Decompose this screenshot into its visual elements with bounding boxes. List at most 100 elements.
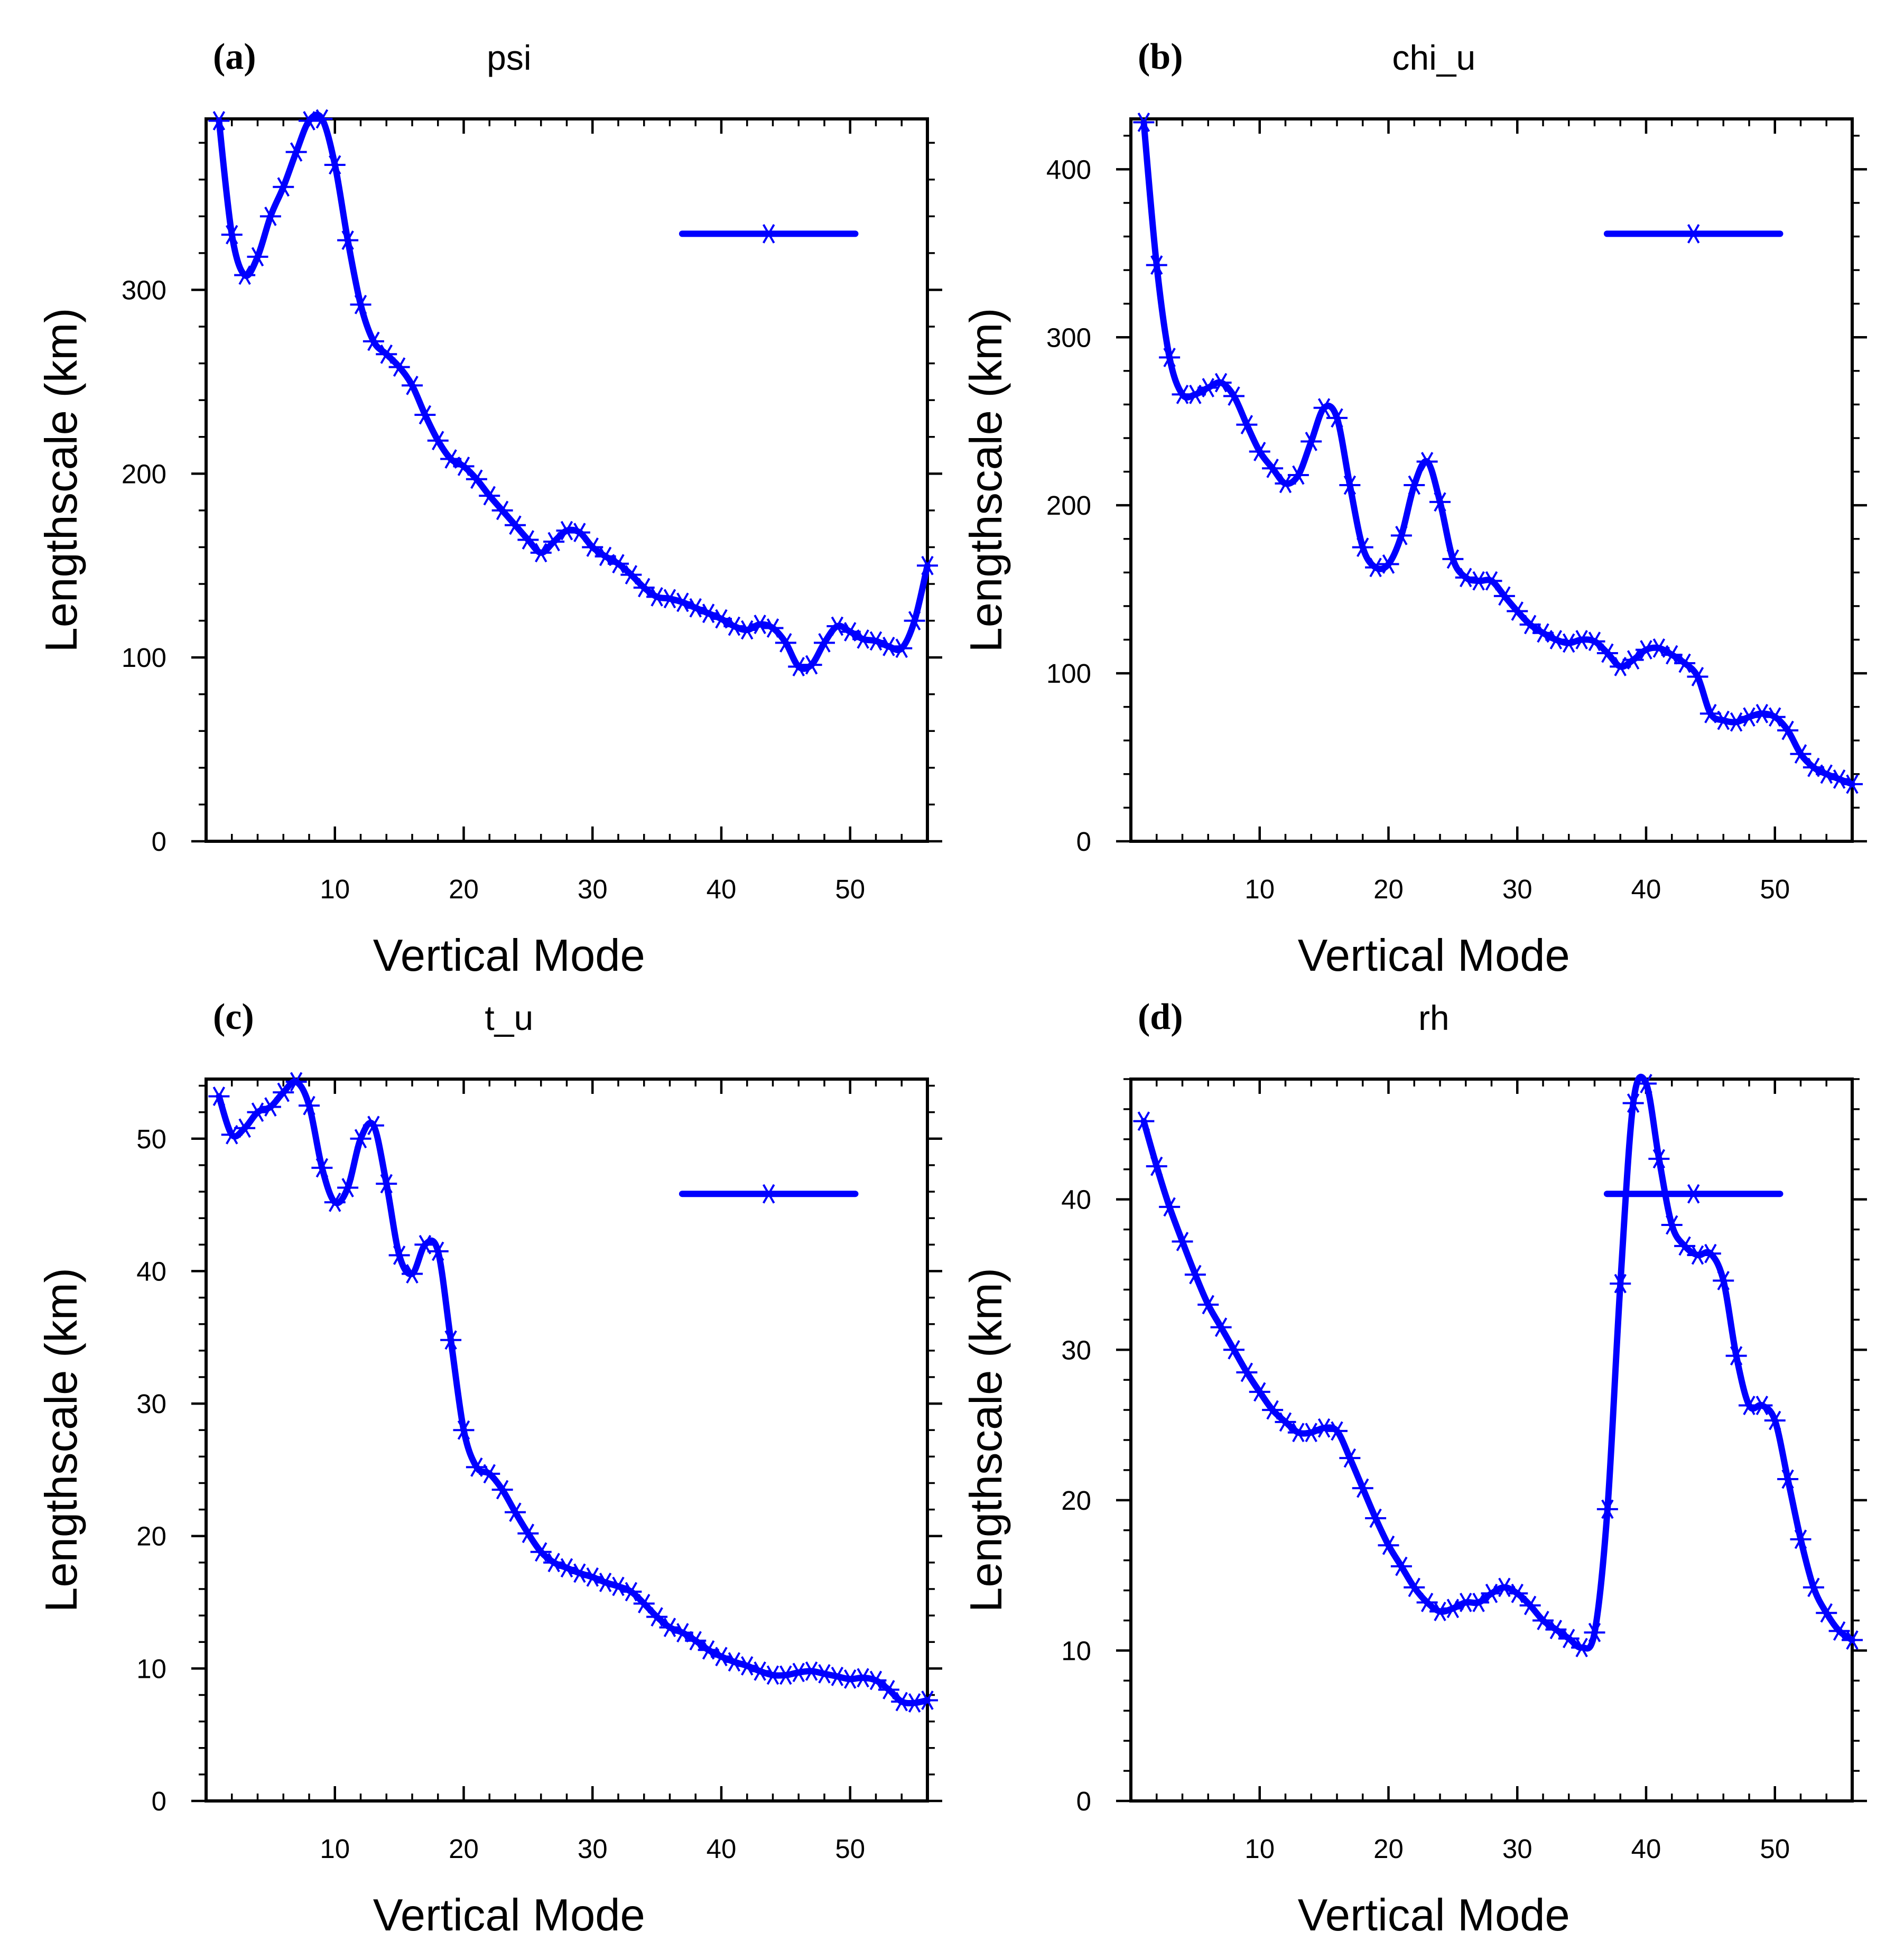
data-point [1636,1074,1657,1093]
y-tick-label: 10 [136,1654,166,1684]
x-tick-label: 30 [1502,874,1532,904]
data-point [491,500,513,521]
data-point [1777,1469,1799,1489]
data-point [852,1668,874,1688]
data-point [1352,537,1373,558]
plot-frame [1129,117,1854,843]
x-axis-title: Vertical Mode [1298,931,1570,981]
data-point [311,1158,333,1178]
data-point [594,1573,616,1592]
plot-frame [205,117,929,843]
y-tick-label: 300 [1046,322,1091,352]
data-point [1404,475,1425,495]
data-point [582,537,603,557]
data-point [839,1669,861,1689]
data-point [891,638,913,658]
data-point [1429,1602,1451,1621]
data-point [826,1667,848,1686]
data-point [1326,408,1348,428]
data-point [1764,707,1786,727]
y-tick-label: 400 [1046,154,1091,184]
data-point [865,1670,887,1690]
data-point [1842,1630,1863,1650]
data-point [1159,348,1181,367]
data-point [376,344,397,364]
data-point [1725,712,1747,732]
data-point [402,375,423,395]
data-point [1622,650,1644,670]
y-tick-label: 20 [136,1521,166,1552]
data-point [801,655,822,675]
data-point [376,1174,397,1194]
data-point [1236,415,1258,434]
data-point [1390,1556,1412,1576]
data-point [1596,1499,1618,1519]
data-point [1764,1410,1786,1430]
data-point [904,1693,925,1713]
legend-marker [1683,1184,1704,1204]
y-tick-label: 50 [136,1124,166,1154]
y-tick-label: 30 [1061,1335,1091,1365]
legend-marker [758,1184,779,1204]
panel-a: (a) psi 10 20 30 40 50 0 100 200 300 Vertical Mode L… [36,36,942,981]
data-point [659,589,681,609]
data-point [453,1420,475,1440]
data-point [1197,1295,1219,1315]
data-point [1610,1274,1631,1294]
data-point [1223,386,1244,406]
data-point [1301,431,1322,451]
data-point [543,532,565,552]
y-tick-label: 200 [122,459,166,489]
data-point [1262,458,1284,478]
data-point [1828,1621,1850,1641]
y-tick-label: 300 [122,275,166,305]
y-tick-label: 0 [152,1786,166,1816]
data-point [723,1652,745,1672]
data-point [1699,1243,1721,1264]
data-point [1275,1412,1296,1432]
x-tick-label: 10 [320,1834,350,1864]
data-point [1687,667,1708,686]
data-point [1378,554,1399,574]
x-tick-label: 50 [835,874,865,904]
data-point [1571,1638,1593,1658]
data-point [1842,774,1863,794]
data-point [1326,1421,1348,1441]
data-point [788,657,810,676]
data-point [414,405,436,425]
data-point [337,230,359,250]
data-point [299,111,320,131]
data-point [1262,1400,1284,1420]
x-tick-label: 20 [449,1834,479,1864]
y-tick-label: 40 [136,1256,166,1286]
plot-frame [205,1077,929,1803]
x-tick-label: 10 [1244,1834,1275,1864]
series-line [1140,119,1855,787]
data-point [788,1662,810,1683]
data-point [1365,1508,1387,1528]
data-point [1777,720,1799,740]
data-point [363,1116,384,1136]
data-point [491,1480,513,1500]
y-tick-label: 100 [1046,658,1091,689]
data-point [530,1542,552,1562]
data-point [505,515,526,535]
data-point [234,265,256,285]
data-point [1674,1236,1696,1256]
data-point [1790,744,1812,764]
data-point [1210,1317,1232,1337]
x-tick-label: 50 [1760,1834,1790,1864]
data-point [1661,1215,1683,1235]
data-point [259,1097,281,1117]
data-point [517,530,539,550]
data-point [388,1245,410,1265]
data-point [427,1241,449,1261]
data-point [762,618,784,638]
data-point [1455,568,1476,588]
x-tick-label: 30 [578,874,608,904]
data-point [878,1680,899,1699]
data-point [1133,112,1155,132]
x-axis-title: Vertical Mode [1298,1890,1570,1940]
data-point [633,1594,655,1613]
data-point [1210,373,1232,393]
